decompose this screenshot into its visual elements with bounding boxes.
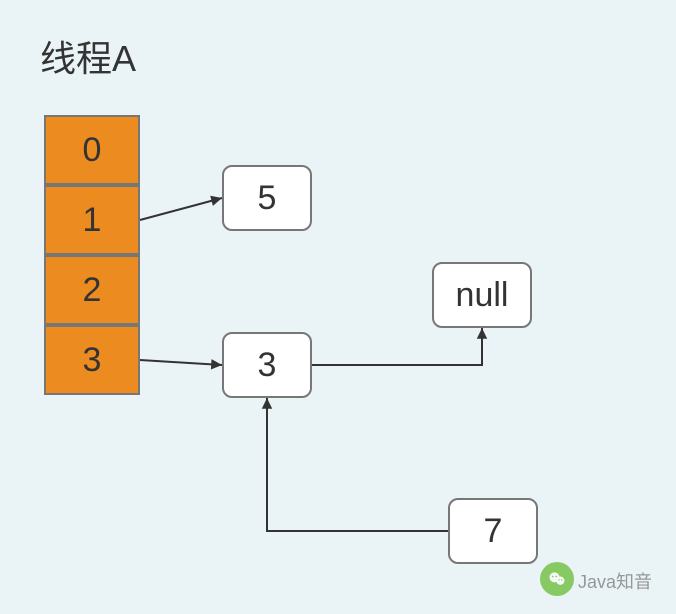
arr-3-to-null-head	[477, 328, 487, 339]
arr-1-to-5-head	[210, 196, 222, 206]
node-n5: 5	[222, 165, 312, 231]
array-cell-3: 3	[44, 325, 140, 395]
arr-7-to-3-line	[267, 398, 448, 531]
wechat-icon	[547, 569, 567, 589]
diagram-title: 线程A	[40, 30, 136, 82]
node-nnull: null	[432, 262, 532, 328]
node-n3: 3	[222, 332, 312, 398]
watermark-logo-icon	[540, 562, 574, 596]
arr-3-to-3-head	[211, 359, 222, 369]
arr-3-to-3-line	[140, 360, 222, 365]
arr-1-to-5-line	[140, 198, 222, 220]
array-cell-0: 0	[44, 115, 140, 185]
arr-7-to-3-head	[262, 398, 272, 409]
node-n7: 7	[448, 498, 538, 564]
arr-3-to-null-line	[312, 328, 482, 365]
array-cell-2: 2	[44, 255, 140, 325]
array-cell-1: 1	[44, 185, 140, 255]
watermark-text: Java知音	[578, 568, 652, 594]
